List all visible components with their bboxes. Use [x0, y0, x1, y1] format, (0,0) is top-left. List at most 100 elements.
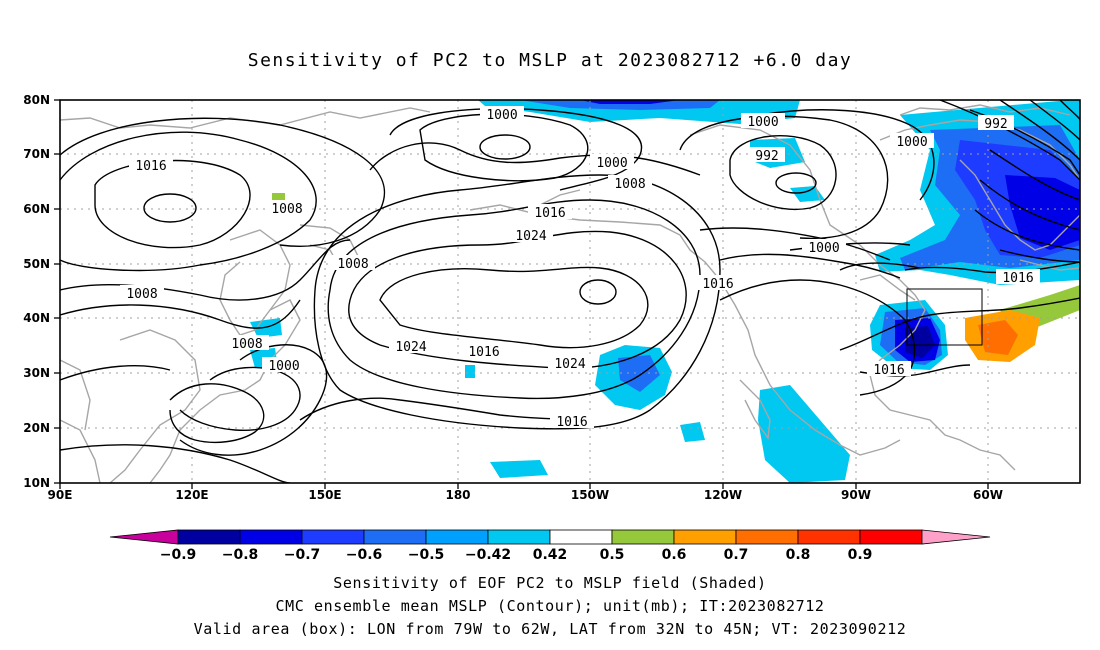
svg-text:1000: 1000 — [268, 359, 299, 374]
contour-label: 1016 — [528, 204, 572, 221]
shade-mexico — [758, 385, 850, 483]
colorbar-label: 0.6 — [662, 547, 687, 563]
lat-label: 70N — [23, 147, 50, 161]
colorbar-swatch — [425, 529, 489, 545]
lat-label: 20N — [23, 421, 50, 435]
shade-spot-2 — [465, 365, 475, 378]
axis-ticks — [54, 99, 989, 489]
contour-labels: 1000 1000 992 992 1000 1000 1016 1008 10… — [120, 106, 1040, 430]
svg-text:1016: 1016 — [135, 159, 166, 174]
svg-text:1016: 1016 — [1002, 271, 1033, 286]
contour-label: 992 — [978, 115, 1014, 132]
contour-label: 1008 — [331, 255, 375, 272]
svg-text:1000: 1000 — [747, 115, 778, 130]
colorbar-swatch — [859, 529, 923, 545]
contour-label: 1000 — [262, 357, 306, 374]
colorbar-swatch — [549, 529, 613, 545]
svg-text:992: 992 — [984, 117, 1007, 132]
contour-label: 1000 — [480, 106, 524, 123]
contour-label: 1000 — [741, 113, 785, 130]
colorbar-swatch — [363, 529, 427, 545]
colorbar-label: 0.8 — [786, 547, 811, 563]
colorbar: −0.9 −0.8 −0.7 −0.6 −0.5 −0.42 0.42 0.5 0.6 0.7 0.… — [109, 529, 991, 563]
chart-title: Sensitivity of PC2 to MSLP at 2023082712… — [247, 50, 853, 71]
lat-label: 60N — [23, 202, 50, 216]
colorbar-swatch — [301, 529, 365, 545]
shade-midpac-core — [618, 355, 660, 392]
lon-label: 60W — [973, 488, 1003, 502]
lon-label: 90W — [841, 488, 871, 502]
shade-arctic-core — [580, 100, 680, 104]
contour-label: 992 — [749, 147, 785, 164]
shade-arctic-dark — [520, 100, 720, 110]
contour-label: 1024 — [509, 227, 553, 244]
contour-label: 1016 — [996, 269, 1040, 286]
contour-label: 1016 — [550, 413, 594, 430]
colorbar-label: −0.42 — [465, 547, 511, 563]
caption-line-2: CMC ensemble mean MSLP (Contour); unit(m… — [275, 597, 825, 615]
contour-label: 1024 — [389, 338, 433, 355]
lat-label: 10N — [23, 476, 50, 490]
valid-area-box — [906, 288, 983, 346]
contour-label: 1008 — [120, 285, 164, 302]
svg-text:1008: 1008 — [614, 177, 645, 192]
colorbar-label: 0.7 — [724, 547, 749, 563]
svg-text:1024: 1024 — [515, 229, 546, 244]
colorbar-max-triangle — [921, 529, 991, 545]
colorbar-label: 0.9 — [848, 547, 873, 563]
colorbar-swatch — [177, 529, 241, 545]
colorbar-label: 0.42 — [533, 547, 568, 563]
colorbar-label: −0.5 — [408, 547, 445, 563]
map-border — [59, 99, 1081, 484]
shade-spot-1 — [490, 460, 548, 478]
svg-text:1000: 1000 — [596, 156, 627, 171]
colorbar-swatch — [487, 529, 551, 545]
lon-label: 90E — [48, 488, 73, 502]
svg-text:1016: 1016 — [873, 363, 904, 378]
shade-japan-1 — [250, 318, 282, 338]
contour-label: 1000 — [802, 239, 846, 256]
colorbar-swatch — [673, 529, 737, 545]
colorbar-label: −0.7 — [284, 547, 321, 563]
contour-label: 1016 — [462, 343, 506, 360]
svg-text:1024: 1024 — [395, 340, 426, 355]
svg-text:1000: 1000 — [896, 135, 927, 150]
lon-label: 180 — [445, 488, 470, 502]
contour-label: 1008 — [265, 200, 309, 217]
svg-text:1008: 1008 — [231, 337, 262, 352]
lat-labels: 80N 70N 60N 50N 40N 30N 20N 10N — [23, 93, 50, 490]
colorbar-label: −0.9 — [160, 547, 197, 563]
contour-label: 1024 — [548, 355, 592, 372]
svg-text:1016: 1016 — [702, 277, 733, 292]
colorbar-swatch — [239, 529, 303, 545]
contour-label: 1008 — [225, 335, 269, 352]
lon-label: 120W — [704, 488, 742, 502]
svg-text:1000: 1000 — [486, 108, 517, 123]
contour-label: 1016 — [696, 275, 740, 292]
svg-text:1016: 1016 — [468, 345, 499, 360]
lat-label: 40N — [23, 311, 50, 325]
lon-label: 150E — [308, 488, 341, 502]
svg-text:1008: 1008 — [337, 257, 368, 272]
colorbar-swatch — [611, 529, 675, 545]
svg-text:1008: 1008 — [126, 287, 157, 302]
svg-text:1000: 1000 — [808, 241, 839, 256]
shade-green-dot — [272, 193, 285, 200]
colorbar-swatch — [797, 529, 861, 545]
contour-label: 1000 — [890, 133, 934, 150]
shade-spot-3 — [680, 422, 705, 442]
lat-label: 80N — [23, 93, 50, 107]
svg-text:992: 992 — [755, 149, 778, 164]
lat-label: 50N — [23, 257, 50, 271]
lon-labels: 90E 120E 150E 180 150W 120W 90W 60W — [48, 488, 1003, 502]
colorbar-label: −0.8 — [222, 547, 259, 563]
svg-text:1024: 1024 — [554, 357, 585, 372]
colorbar-min-triangle — [109, 529, 179, 545]
contour-label: 1016 — [129, 157, 173, 174]
contour-label: 1000 — [590, 154, 634, 171]
svg-text:1016: 1016 — [534, 206, 565, 221]
lat-label: 30N — [23, 366, 50, 380]
contour-label: 1016 — [867, 361, 911, 378]
colorbar-swatch — [735, 529, 799, 545]
